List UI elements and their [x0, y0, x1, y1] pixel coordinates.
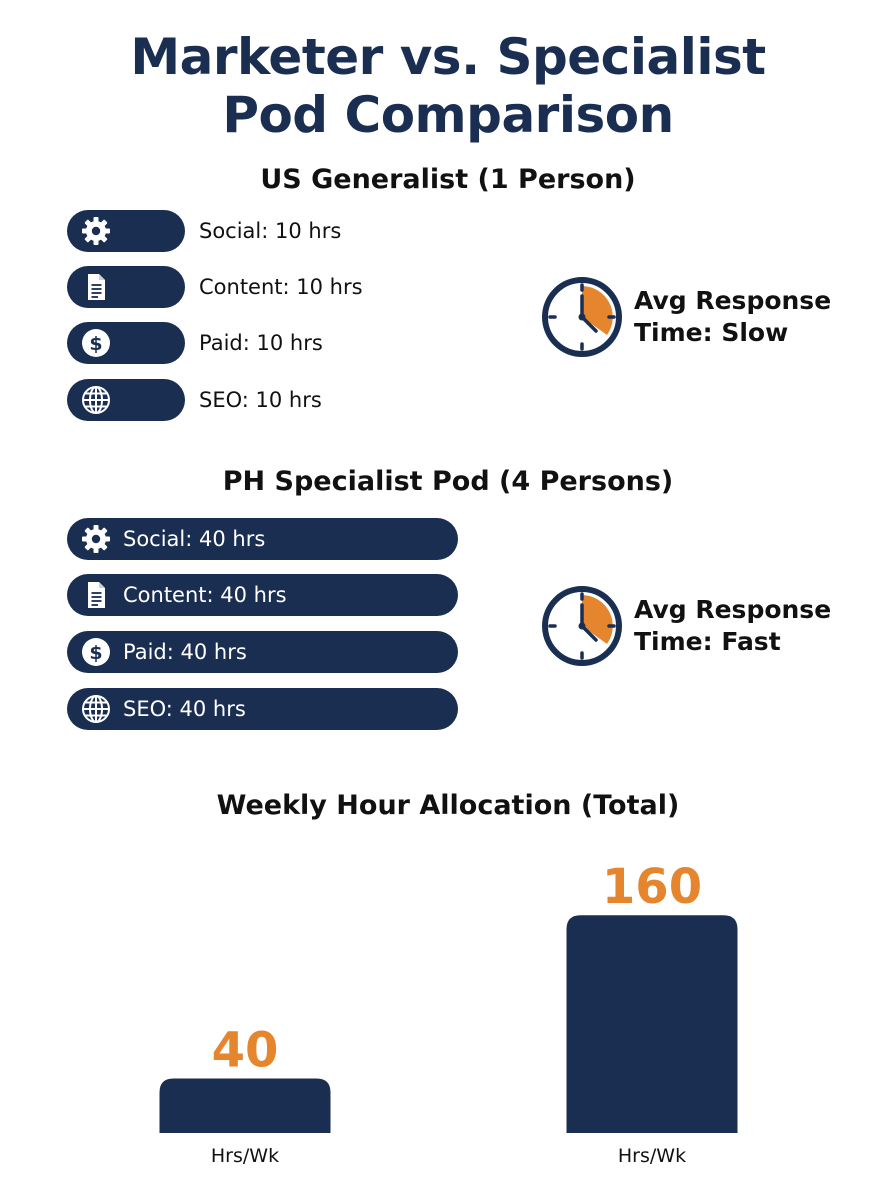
clock-icon	[542, 586, 622, 666]
ph-label-paid: Paid: 40 hrs	[123, 640, 247, 664]
us-pill-paid: $	[67, 322, 185, 364]
category-label-1: Hrs/Wk	[211, 1145, 279, 1167]
ph-label-social: Social: 40 hrs	[123, 527, 266, 551]
us-pill-social	[67, 210, 185, 252]
page-title: Marketer vs. Specialist Pod Comparison	[0, 28, 896, 144]
globe-icon	[82, 386, 110, 414]
gear-icon	[82, 217, 110, 245]
ph-pill-content: Content: 40 hrs	[67, 574, 458, 616]
ph-pill-seo: SEO: 40 hrs	[67, 688, 458, 730]
us-label-seo: SEO: 10 hrs	[199, 388, 322, 412]
ph-pill-paid: $ Paid: 40 hrs	[67, 631, 458, 673]
bar-value-label-1: 40	[212, 1023, 279, 1079]
svg-text:$: $	[89, 642, 102, 664]
us-label-paid: Paid: 10 hrs	[199, 331, 323, 355]
category-label-2: Hrs/Wk	[618, 1145, 686, 1167]
ph-label-seo: SEO: 40 hrs	[123, 697, 246, 721]
gear-icon	[82, 525, 110, 553]
ph-response-line-1: Avg Response	[634, 595, 832, 624]
svg-text:$: $	[89, 333, 102, 355]
clock-icon	[542, 277, 622, 357]
us-response-line-1: Avg Response	[634, 286, 832, 315]
bar-1	[159, 1078, 331, 1133]
bar-chart: 40 Hrs/Wk 160 Hrs/Wk	[159, 859, 738, 1167]
dollar-icon: $	[82, 638, 110, 666]
us-pill-seo	[67, 379, 185, 421]
ph-pill-social: Social: 40 hrs	[67, 518, 458, 560]
ph-response-time: Avg Response Time: Fast	[634, 594, 831, 658]
us-generalist-title: US Generalist (1 Person)	[260, 164, 636, 195]
us-response-line-2: Time: Slow	[634, 318, 789, 347]
us-pill-content	[67, 266, 185, 308]
dollar-icon: $	[82, 329, 110, 357]
chart-title: Weekly Hour Allocation (Total)	[216, 790, 680, 821]
ph-label-content: Content: 40 hrs	[123, 583, 287, 607]
document-icon	[88, 582, 105, 608]
us-label-content: Content: 10 hrs	[199, 275, 363, 299]
us-label-social: Social: 10 hrs	[199, 219, 342, 243]
bar-value-label-2: 160	[602, 859, 702, 915]
ph-specialist-title: PH Specialist Pod (4 Persons)	[222, 466, 674, 497]
globe-icon	[82, 695, 110, 723]
bar-2	[566, 915, 738, 1133]
document-icon	[88, 274, 105, 300]
title-line-1: Marketer vs. Specialist	[130, 28, 766, 86]
title-line-2: Pod Comparison	[222, 86, 674, 144]
ph-response-line-2: Time: Fast	[634, 627, 781, 656]
us-response-time: Avg Response Time: Slow	[634, 285, 831, 349]
